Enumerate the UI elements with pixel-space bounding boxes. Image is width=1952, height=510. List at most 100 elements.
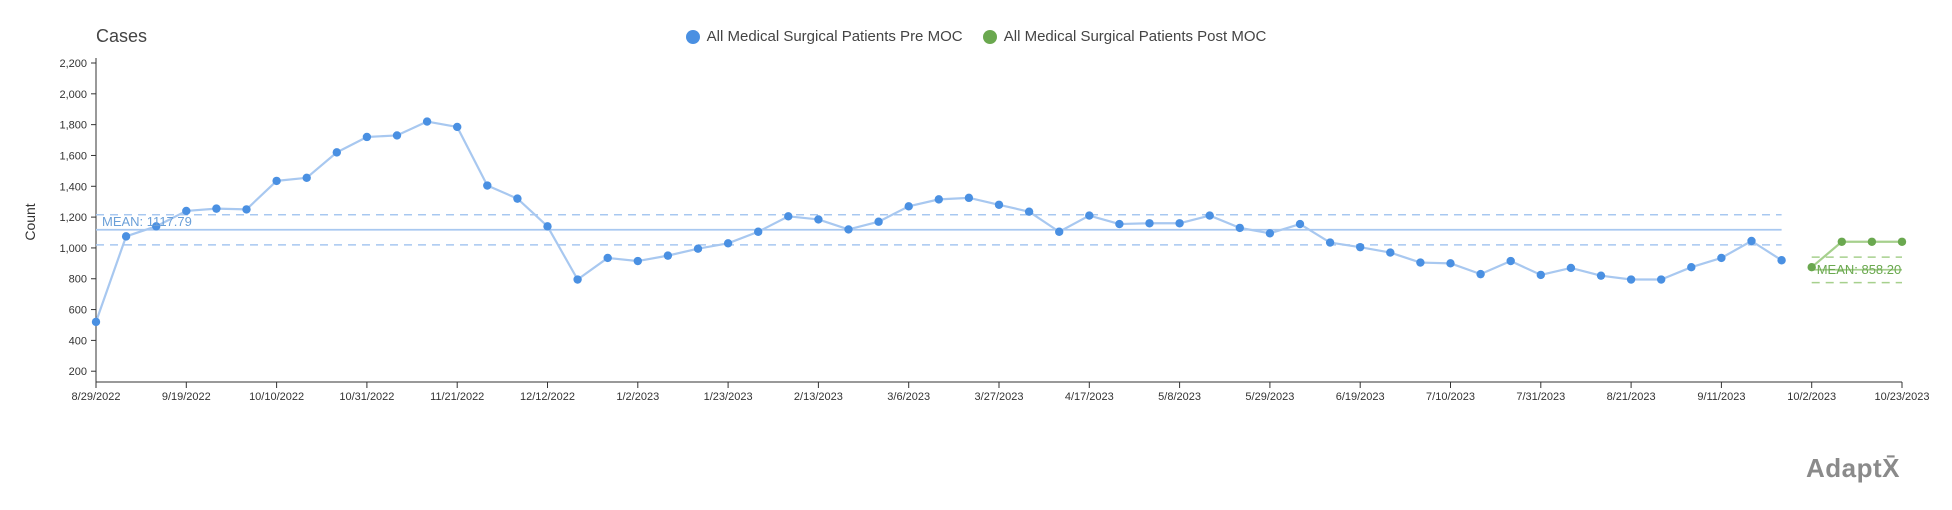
mean-label-pre-moc: MEAN: 1117.79 xyxy=(102,214,192,229)
data-point-pre-moc xyxy=(573,275,582,284)
data-point-pre-moc xyxy=(1055,227,1064,236)
data-point-post-moc xyxy=(1807,262,1816,272)
x-tick-label: 7/10/2023 xyxy=(1426,391,1475,403)
data-point-pre-moc xyxy=(934,195,943,204)
data-point-pre-moc xyxy=(182,206,191,216)
x-tick-label: 6/19/2023 xyxy=(1336,391,1385,403)
data-point-pre-moc xyxy=(483,181,492,190)
data-point-pre-moc xyxy=(302,173,311,183)
data-point-pre-moc xyxy=(152,222,161,231)
data-point-pre-moc xyxy=(1356,242,1365,252)
y-tick-label: 800 xyxy=(69,274,87,286)
data-point-pre-moc xyxy=(121,232,131,241)
data-point-pre-moc xyxy=(693,244,703,253)
data-point-pre-moc xyxy=(1657,275,1666,284)
data-point-pre-moc xyxy=(603,253,612,263)
x-tick-label: 9/19/2022 xyxy=(162,391,211,403)
data-point-pre-moc xyxy=(1175,219,1184,228)
data-point-pre-moc xyxy=(453,122,462,132)
data-point-pre-moc xyxy=(1386,248,1395,257)
data-point-pre-moc xyxy=(784,212,793,221)
x-tick-label: 10/10/2022 xyxy=(249,391,304,403)
data-point-pre-moc xyxy=(874,217,883,226)
x-tick-label: 7/31/2023 xyxy=(1516,391,1565,403)
x-tick-label: 10/23/2023 xyxy=(1874,391,1929,403)
x-tick-label: 2/13/2023 xyxy=(794,391,843,403)
legend-item-post-moc[interactable]: All Medical Surgical Patients Post MOC xyxy=(982,28,1267,45)
x-tick-label: 10/2/2023 xyxy=(1787,391,1836,403)
data-point-pre-moc xyxy=(754,227,763,236)
data-point-pre-moc xyxy=(513,194,522,203)
y-tick-label: 1,800 xyxy=(59,120,87,132)
data-point-pre-moc xyxy=(1145,219,1154,228)
data-point-pre-moc xyxy=(1446,259,1455,268)
data-point-pre-moc xyxy=(392,131,402,140)
data-point-pre-moc xyxy=(964,193,974,203)
data-point-pre-moc xyxy=(1747,236,1756,246)
data-point-pre-moc xyxy=(1205,211,1214,220)
data-point-pre-moc xyxy=(1626,275,1636,284)
data-point-pre-moc xyxy=(1566,263,1576,273)
x-tick-label: 11/21/2022 xyxy=(430,391,484,403)
data-point-pre-moc xyxy=(1687,262,1696,272)
data-point-pre-moc xyxy=(1596,271,1606,280)
y-axis-label: Count xyxy=(22,203,38,240)
data-point-pre-moc xyxy=(1506,256,1515,266)
legend: All Medical Surgical Patients Pre MOC Al… xyxy=(0,28,1952,48)
y-tick-label: 1,000 xyxy=(59,243,87,255)
data-point-pre-moc xyxy=(242,205,251,214)
data-point-pre-moc xyxy=(272,176,281,186)
y-tick-label: 400 xyxy=(69,335,87,347)
data-point-pre-moc xyxy=(994,200,1004,209)
legend-label-pre-moc: All Medical Surgical Patients Pre MOC xyxy=(706,28,963,45)
series-line-post-moc xyxy=(1810,240,1902,269)
data-point-post-moc xyxy=(1867,237,1877,246)
data-point-pre-moc xyxy=(543,222,552,231)
data-point-pre-moc xyxy=(1325,238,1335,247)
x-tick-label: 8/21/2023 xyxy=(1607,391,1656,403)
data-point-pre-moc xyxy=(633,256,642,266)
adaptx-logo: AdaptX̄ xyxy=(1806,453,1900,483)
x-tick-label: 1/2/2023 xyxy=(616,391,659,403)
mean-label-post-moc: MEAN: 858.20 xyxy=(1817,262,1902,277)
legend-label-post-moc: All Medical Surgical Patients Post MOC xyxy=(1003,28,1267,45)
legend-item-pre-moc[interactable]: All Medical Surgical Patients Pre MOC xyxy=(685,28,963,45)
y-tick-label: 600 xyxy=(69,305,87,317)
x-tick-label: 5/29/2023 xyxy=(1245,391,1294,403)
data-point-pre-moc xyxy=(91,317,101,327)
legend-marker-pre-moc xyxy=(685,29,700,44)
data-point-pre-moc xyxy=(814,215,823,224)
series-line-pre-moc xyxy=(94,120,1783,323)
data-point-pre-moc xyxy=(332,148,341,157)
y-tick-label: 1,200 xyxy=(59,212,87,224)
data-point-pre-moc xyxy=(422,117,432,126)
data-point-post-moc xyxy=(1897,237,1907,246)
x-tick-label: 3/6/2023 xyxy=(887,391,930,403)
data-point-pre-moc xyxy=(1476,269,1485,279)
data-point-post-moc xyxy=(1837,237,1847,246)
y-tick-label: 2,200 xyxy=(59,58,87,70)
x-tick-label: 5/8/2023 xyxy=(1158,391,1201,403)
data-point-pre-moc xyxy=(1295,219,1305,229)
data-point-pre-moc xyxy=(844,225,853,234)
data-point-pre-moc xyxy=(904,202,913,211)
data-point-pre-moc xyxy=(212,204,221,213)
y-tick-label: 1,400 xyxy=(59,181,87,193)
x-tick-label: 12/12/2022 xyxy=(520,391,575,403)
data-point-pre-moc xyxy=(362,132,372,142)
data-point-pre-moc xyxy=(663,251,673,260)
y-tick-label: 200 xyxy=(69,366,87,378)
data-point-pre-moc xyxy=(1717,253,1726,263)
x-tick-label: 1/23/2023 xyxy=(704,391,753,403)
x-tick-label: 9/11/2023 xyxy=(1697,391,1745,403)
data-point-pre-moc xyxy=(1536,270,1546,280)
data-point-pre-moc xyxy=(1024,207,1034,216)
x-tick-label: 3/27/2023 xyxy=(975,391,1024,403)
x-tick-label: 8/29/2022 xyxy=(72,391,121,403)
y-tick-label: 2,000 xyxy=(59,89,87,101)
data-point-pre-moc xyxy=(723,239,733,248)
data-point-pre-moc xyxy=(1777,256,1786,265)
y-tick-label: 1,600 xyxy=(59,150,87,162)
data-point-pre-moc xyxy=(1235,223,1245,233)
